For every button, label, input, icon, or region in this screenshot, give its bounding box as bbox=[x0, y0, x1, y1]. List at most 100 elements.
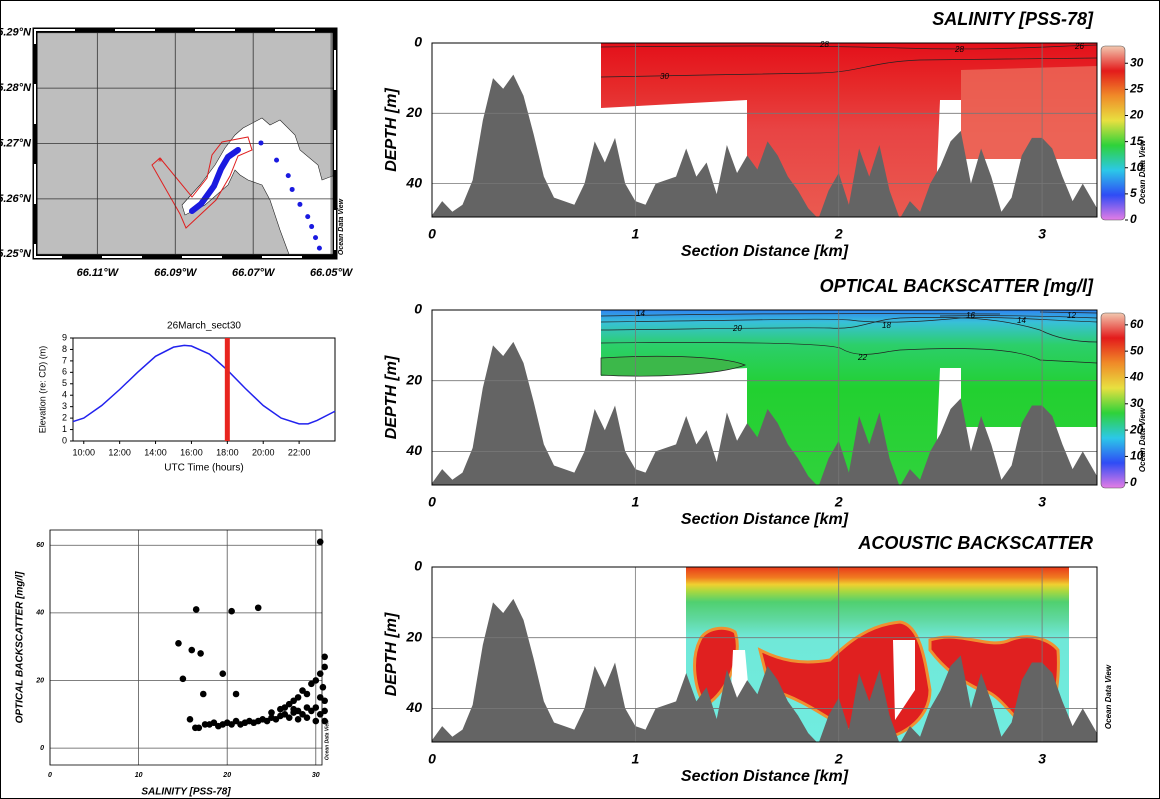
x-tick-label: 66.07°W bbox=[232, 267, 276, 279]
station bbox=[285, 173, 291, 179]
point bbox=[232, 690, 240, 698]
point bbox=[285, 714, 293, 721]
y-axis-label: DEPTH [m] bbox=[383, 355, 400, 439]
contour-line bbox=[600, 355, 746, 377]
contour-line bbox=[939, 315, 1097, 319]
y-tick-label: 20 bbox=[405, 104, 422, 120]
point bbox=[254, 604, 262, 612]
watermark: Ocean Data View bbox=[1138, 407, 1147, 472]
contour-label: 20 bbox=[732, 324, 742, 333]
x-tick-label: 1 bbox=[631, 494, 639, 510]
colorbar-label: 10 bbox=[1130, 160, 1144, 174]
contour-label: 22 bbox=[857, 353, 867, 362]
point bbox=[186, 716, 194, 723]
y-tick-label: 2 bbox=[62, 412, 67, 422]
point bbox=[319, 683, 327, 691]
station bbox=[316, 245, 322, 251]
watermark: Ocean Data View bbox=[1104, 664, 1113, 729]
watermark: Ocean Data View bbox=[1138, 139, 1147, 204]
x-tick-label: 16:00 bbox=[180, 447, 203, 457]
plot-frame bbox=[431, 309, 1098, 486]
colorbar bbox=[1100, 312, 1126, 489]
x-tick-label: 2 bbox=[834, 494, 843, 510]
y-tick-label: 9 bbox=[62, 332, 67, 342]
point bbox=[179, 675, 187, 683]
point bbox=[195, 724, 203, 732]
contour-label: 16 bbox=[966, 311, 975, 320]
y-tick-label: 20 bbox=[35, 677, 44, 684]
point bbox=[316, 670, 324, 678]
bathymetry bbox=[432, 74, 1097, 217]
station bbox=[313, 235, 319, 241]
contour-line bbox=[600, 57, 1097, 78]
x-axis-label: Section Distance [km] bbox=[681, 243, 849, 260]
point bbox=[303, 690, 311, 698]
point bbox=[175, 639, 182, 647]
y-tick-label: 7 bbox=[62, 355, 67, 365]
x-tick-label: 10 bbox=[135, 772, 143, 779]
x-tick-label: 66.09°W bbox=[154, 267, 198, 279]
y-tick-label: 60 bbox=[36, 542, 44, 549]
section-title: SALINITY [PSS-78] bbox=[932, 9, 1094, 29]
water bbox=[181, 117, 336, 258]
x-axis-label: Section Distance [km] bbox=[681, 511, 849, 528]
contour-label: 12 bbox=[1067, 311, 1076, 320]
colorbar-label: 30 bbox=[1130, 55, 1144, 69]
y-tick-label: 4 bbox=[62, 390, 67, 400]
tide-curve bbox=[72, 344, 336, 425]
x-axis-label: SALINITY [PSS-78] bbox=[141, 787, 231, 798]
bathymetry bbox=[432, 598, 1097, 742]
point bbox=[312, 677, 320, 684]
x-tick-label: 20 bbox=[222, 772, 231, 779]
y-tick-label: 40 bbox=[405, 174, 422, 190]
bathymetry bbox=[432, 341, 1097, 485]
watermark: Ocean Data View bbox=[338, 198, 345, 255]
station bbox=[305, 214, 311, 220]
contour-label: 30 bbox=[660, 72, 669, 81]
plot-frame bbox=[72, 337, 336, 442]
colorbar-label: 60 bbox=[1130, 317, 1144, 331]
contour-line bbox=[600, 313, 1001, 317]
point bbox=[321, 707, 328, 715]
plot-frame bbox=[431, 566, 1098, 743]
map-frame-dash bbox=[34, 29, 336, 258]
x-tick-label: 2 bbox=[834, 226, 843, 242]
y-tick-label: 0 bbox=[40, 745, 44, 752]
y-tick-label: 1 bbox=[62, 424, 67, 434]
y-axis-label: Elevation (re: CD) (m) bbox=[37, 346, 47, 434]
colorbar-label: 20 bbox=[1129, 422, 1144, 436]
station bbox=[309, 224, 315, 230]
contour-label: 28 bbox=[819, 40, 829, 49]
y-tick-label: 45.28°N bbox=[0, 82, 32, 94]
colorbar-label: 0 bbox=[1130, 212, 1137, 226]
x-axis-label: Section Distance [km] bbox=[681, 768, 849, 785]
colorbar-label: 25 bbox=[1129, 82, 1144, 96]
y-tick-label: 20 bbox=[405, 371, 422, 387]
y-tick-label: 40 bbox=[405, 442, 422, 458]
x-tick-label: 0 bbox=[428, 751, 436, 767]
point bbox=[219, 670, 227, 678]
y-tick-label: 45.27°N bbox=[0, 137, 32, 149]
colorbar-label: 15 bbox=[1130, 134, 1144, 148]
contour-line bbox=[600, 316, 1097, 343]
station bbox=[258, 140, 264, 146]
point bbox=[294, 716, 302, 723]
y-tick-label: 45.26°N bbox=[0, 193, 32, 205]
point bbox=[303, 714, 311, 721]
section-title: ACOUSTIC BACKSCATTER bbox=[857, 533, 1093, 553]
contour-line bbox=[600, 44, 1097, 50]
y-tick-label: 20 bbox=[405, 628, 422, 644]
point bbox=[294, 694, 302, 701]
x-tick-label: 0 bbox=[428, 226, 436, 242]
colorbar-label: 0 bbox=[1130, 475, 1137, 489]
point bbox=[197, 650, 204, 657]
y-tick-label: 6 bbox=[62, 367, 67, 377]
start-marker: * bbox=[158, 155, 163, 169]
x-tick-label: 22:00 bbox=[288, 447, 311, 457]
x-tick-label: 0 bbox=[428, 494, 436, 510]
x-tick-label: 18:00 bbox=[216, 447, 239, 457]
point bbox=[312, 717, 320, 725]
contour-label: 26 bbox=[1074, 42, 1084, 51]
